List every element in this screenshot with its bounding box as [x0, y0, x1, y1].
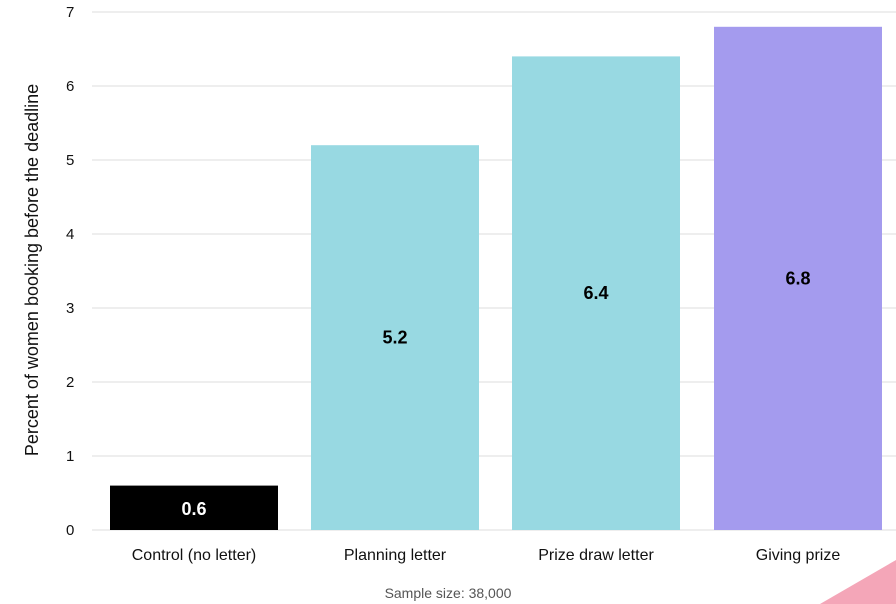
y-tick-label: 1	[66, 448, 74, 465]
y-tick-label: 0	[66, 522, 74, 539]
corner-decoration-shape	[820, 560, 896, 604]
bar	[512, 56, 680, 531]
x-category-label: Prize draw letter	[538, 547, 654, 564]
y-tick-label: 2	[66, 374, 74, 391]
bar-value-label: 5.2	[382, 328, 407, 348]
sample-size-note: Sample size: 38,000	[385, 585, 512, 601]
x-category-label: Planning letter	[344, 547, 447, 564]
y-tick-label: 7	[66, 4, 74, 21]
bar	[311, 145, 479, 530]
x-category-label: Giving prize	[756, 547, 841, 564]
y-tick-label: 5	[66, 152, 74, 169]
bar-value-label: 6.8	[785, 268, 810, 288]
y-tick-label: 4	[66, 226, 74, 243]
y-axis-ticks: 0 1 2 3 4 5 6 7	[66, 4, 74, 539]
bar-value-labels: 0.6 5.2 6.4 6.8	[181, 268, 810, 518]
y-axis-label: Percent of women booking before the dead…	[22, 84, 42, 456]
grid-lines	[92, 11, 896, 531]
bar-value-label: 6.4	[583, 283, 608, 303]
bar	[110, 485, 278, 530]
bar	[714, 26, 882, 531]
x-axis-categories: Control (no letter) Planning letter Prize …	[132, 547, 841, 564]
x-category-label: Control (no letter)	[132, 547, 257, 564]
y-tick-label: 6	[66, 78, 74, 95]
bars	[110, 26, 882, 531]
y-tick-label: 3	[66, 300, 74, 317]
bar-value-label: 0.6	[181, 499, 206, 519]
